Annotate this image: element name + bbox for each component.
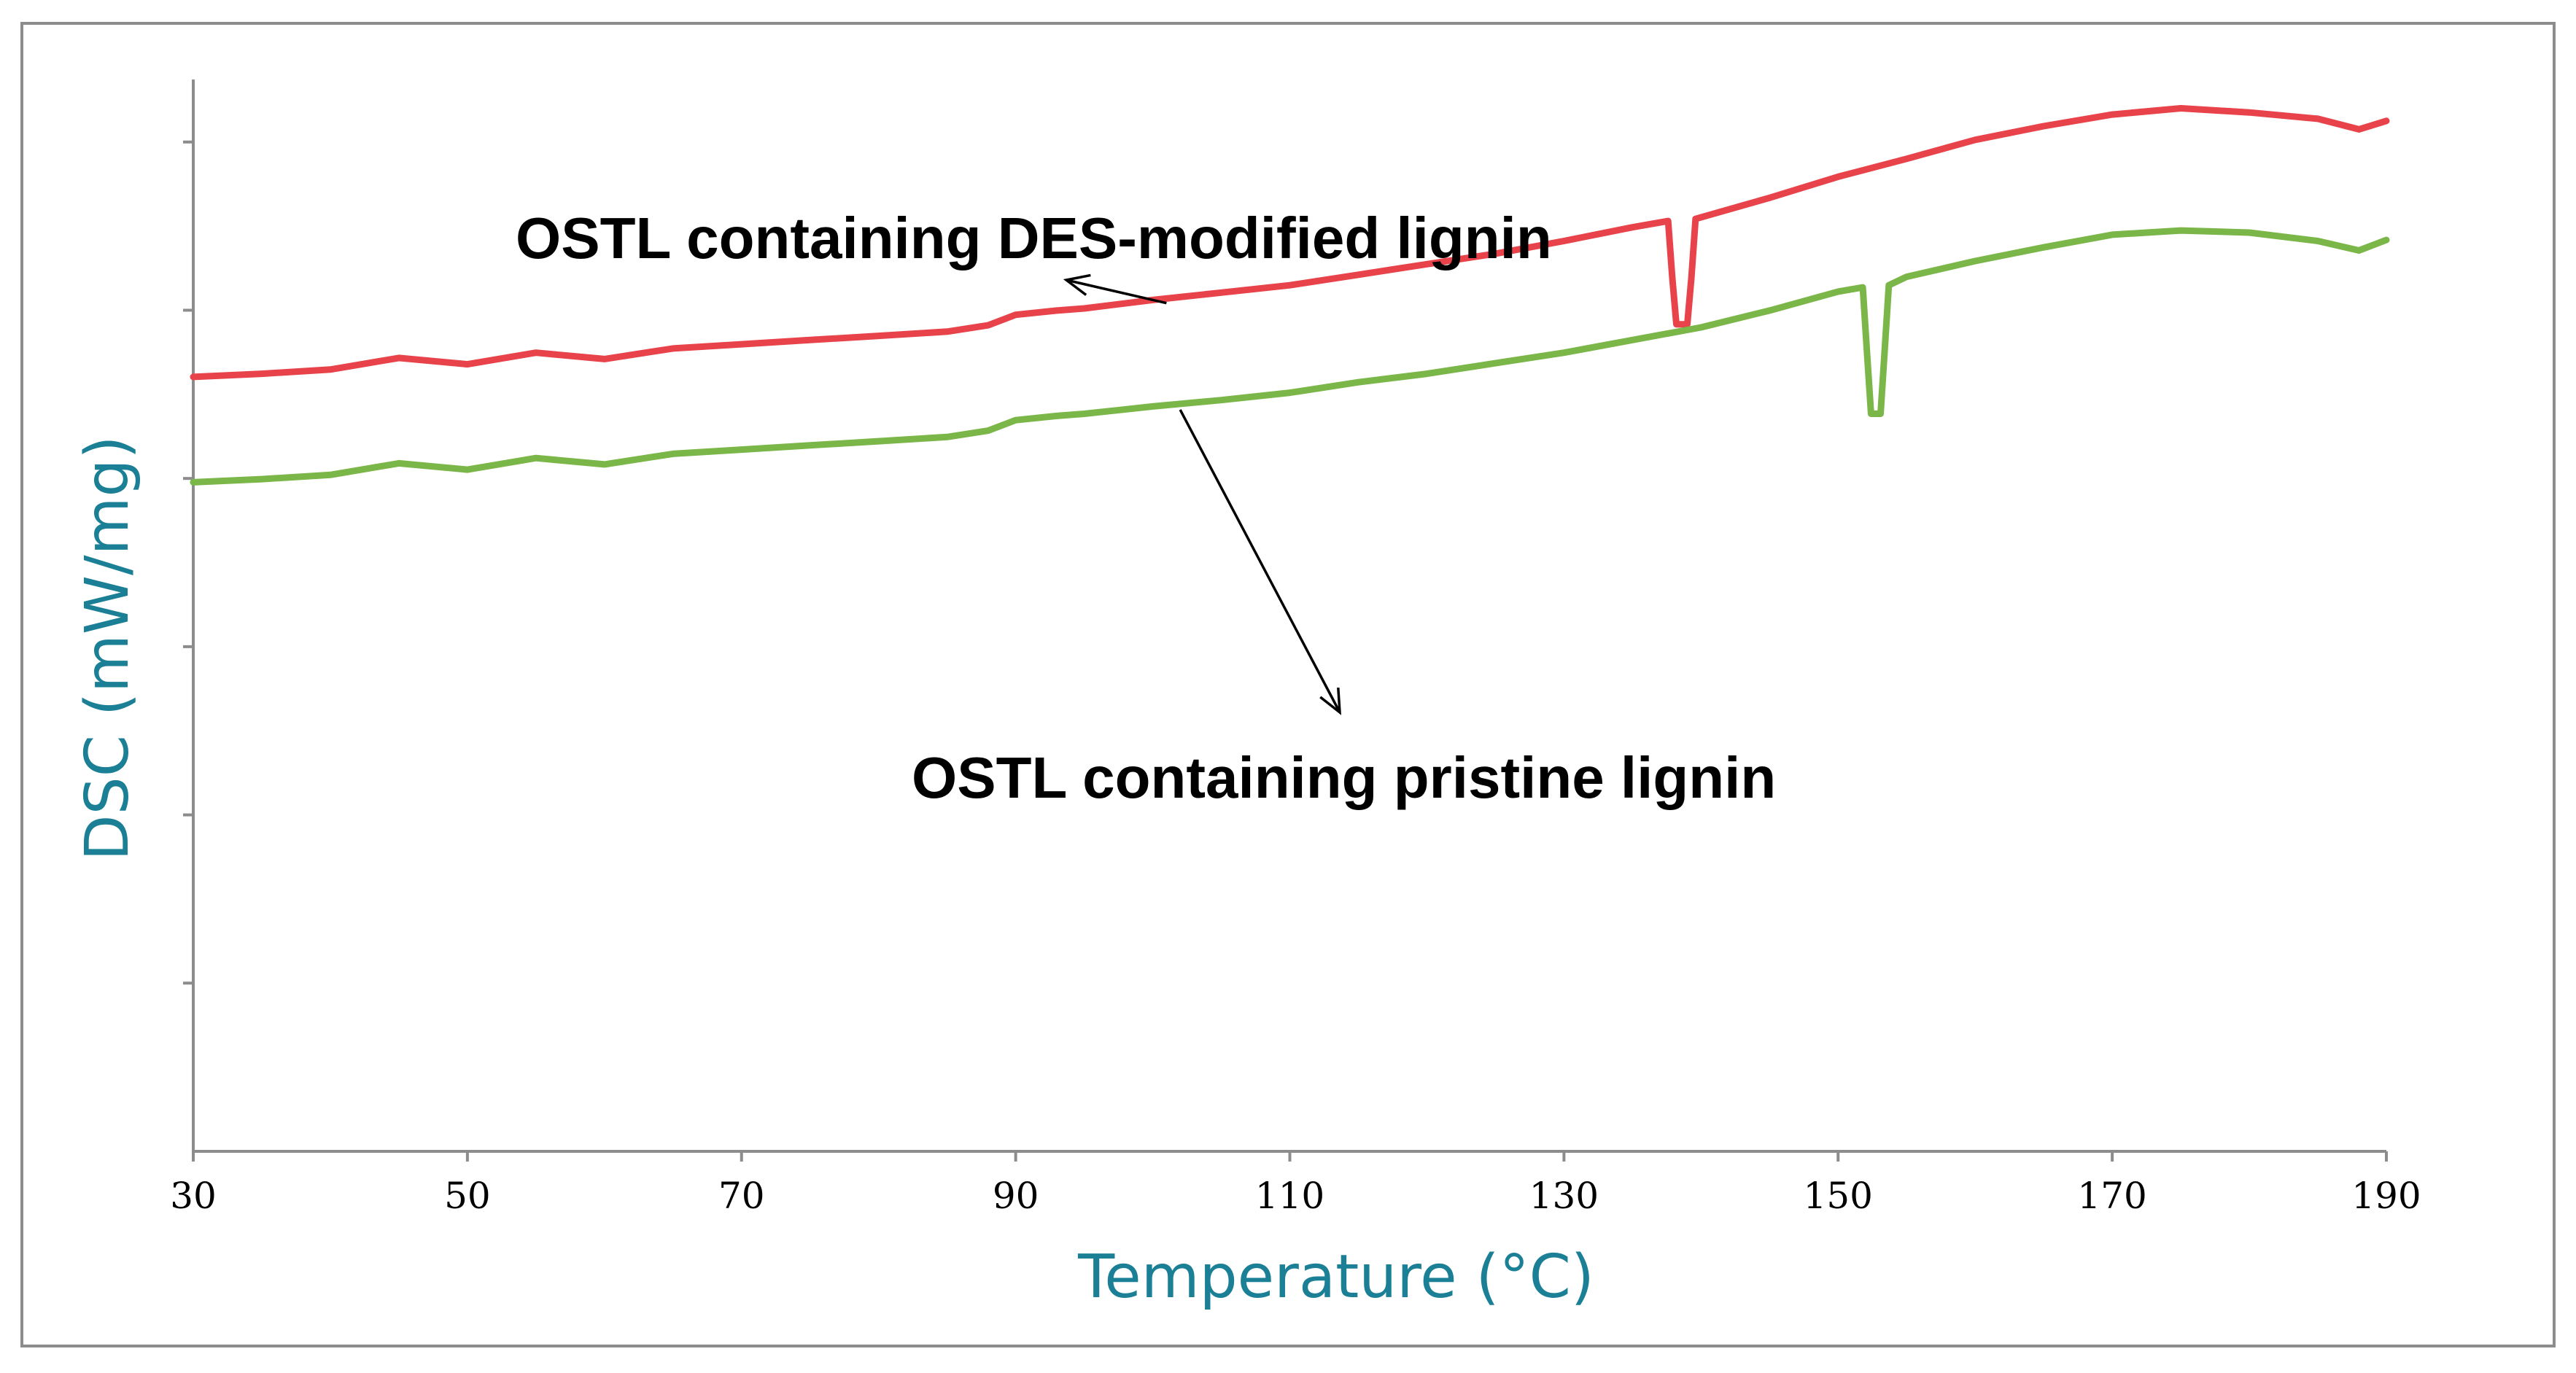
annotation-pristine-lignin: OSTL containing pristine lignin xyxy=(912,745,1776,810)
dsc-chart: 30 50 70 90 110 130 150 170 190 Temperature (°C)… xyxy=(73,79,2421,1312)
x-tick-label: 190 xyxy=(2351,1175,2421,1217)
annotation-arrows xyxy=(1063,273,1342,715)
x-tick-label: 150 xyxy=(1804,1175,1873,1217)
x-tick-label: 110 xyxy=(1255,1175,1324,1217)
y-axis-ticks xyxy=(183,140,193,985)
x-axis-ticks: 30 50 70 90 110 130 150 170 190 xyxy=(170,1151,2421,1217)
arrow-des-modified-head xyxy=(1063,273,1091,296)
x-tick-label: 170 xyxy=(2077,1175,2146,1217)
annotation-des-modified-lignin: OSTL containing DES-modified lignin xyxy=(516,206,1552,271)
x-tick-label: 30 xyxy=(170,1175,217,1217)
chart-frame: 30 50 70 90 110 130 150 170 190 Temperature (°C)… xyxy=(20,22,2556,1347)
x-tick-label: 130 xyxy=(1529,1175,1599,1217)
arrow-des-modified-line xyxy=(1066,279,1167,305)
series-line-2 xyxy=(190,227,2390,486)
x-axis-title: Temperature (°C) xyxy=(1077,1242,1594,1312)
arrow-pristine-head xyxy=(1319,687,1342,715)
arrow-pristine-line xyxy=(1179,409,1341,713)
series-line-1 xyxy=(190,105,2390,381)
x-tick-label: 50 xyxy=(444,1175,491,1217)
x-tick-label: 90 xyxy=(993,1175,1039,1217)
y-axis-title: DSC (mW/mg) xyxy=(73,435,142,860)
series-layer xyxy=(190,105,2390,486)
x-tick-label: 70 xyxy=(718,1175,765,1217)
